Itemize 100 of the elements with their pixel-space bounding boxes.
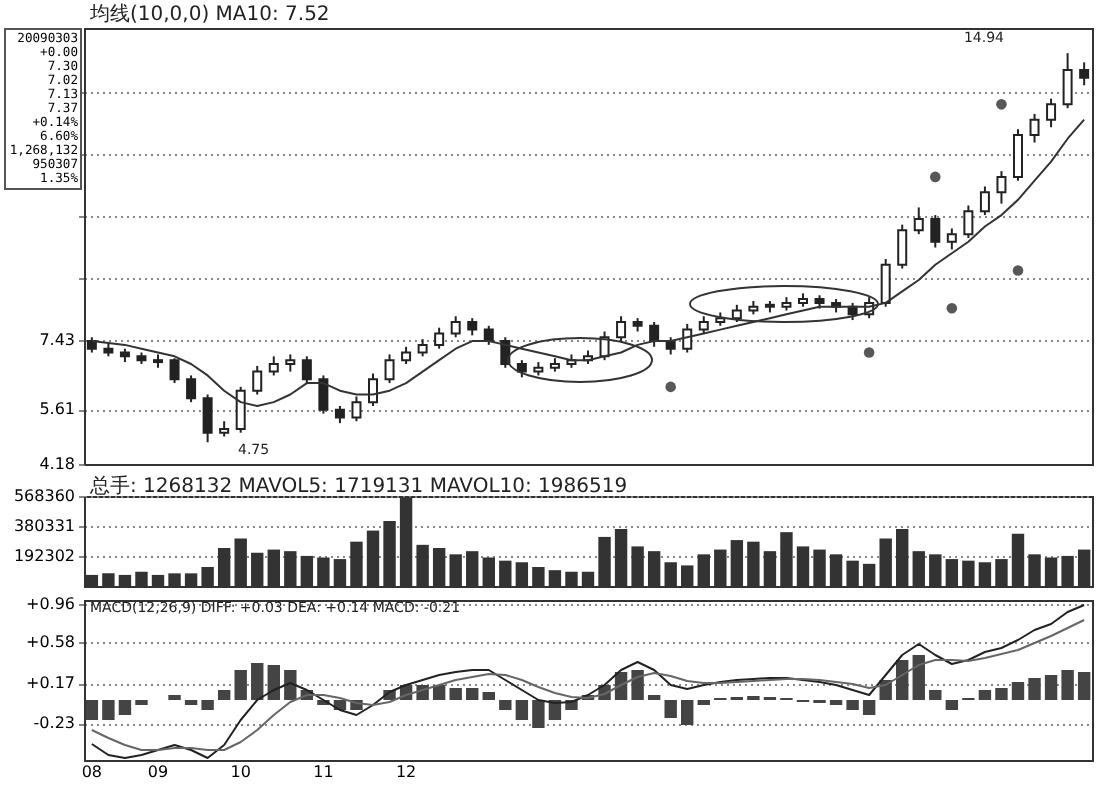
point: [930, 171, 941, 183]
bar: [499, 700, 512, 710]
candlestick: [930, 214, 941, 249]
bar: [978, 690, 992, 700]
y-tick-label: 568360: [13, 487, 75, 505]
bar: [978, 562, 992, 586]
bar: [416, 544, 429, 586]
bar: [466, 688, 479, 700]
bar: [912, 551, 925, 586]
bar: [366, 530, 380, 586]
bar: [896, 528, 909, 586]
candlestick: [235, 385, 246, 434]
y-tick-label: 4.18: [39, 455, 75, 473]
bar: [449, 688, 462, 700]
bar: [846, 700, 859, 710]
bar: [548, 570, 562, 586]
bar: [85, 700, 99, 720]
candlestick: [318, 374, 329, 415]
bar: [217, 690, 231, 700]
candlestick: [301, 355, 312, 385]
candlestick: [979, 185, 990, 217]
x-tick-label: 10: [230, 763, 251, 781]
bar: [267, 549, 280, 586]
bar: [284, 551, 297, 586]
bar: [862, 700, 876, 715]
candlestick: [186, 374, 197, 404]
bar: [945, 700, 959, 710]
point: [996, 99, 1007, 110]
bar: [581, 571, 595, 586]
bar: [234, 670, 247, 700]
bar: [912, 655, 925, 700]
bar: [1028, 678, 1041, 700]
bar: [168, 573, 181, 586]
y-tick-label: 192302: [13, 546, 75, 565]
bar: [432, 548, 446, 586]
y-tick-label: -0.23: [33, 714, 75, 732]
bar: [267, 665, 280, 700]
bar: [681, 700, 694, 725]
point: [863, 347, 875, 358]
candlestick: [368, 372, 378, 407]
candlestick: [268, 355, 279, 377]
bar: [846, 560, 859, 586]
candlestick: [963, 204, 974, 239]
y-tick-label: 5.61: [39, 400, 75, 419]
bar: [796, 546, 810, 586]
bar: [829, 554, 843, 586]
bar: [251, 552, 264, 586]
candlestick: [1079, 61, 1090, 87]
bar: [1044, 557, 1058, 586]
x-tick-label: 09: [147, 763, 169, 781]
bar: [482, 557, 495, 586]
text: 均线(10,0,0) MA10: 7.52: [90, 1, 330, 28]
bar: [102, 573, 115, 586]
bar: [714, 549, 727, 586]
candlestick: [252, 364, 263, 396]
candlestick: [1012, 128, 1023, 182]
bar: [449, 554, 462, 586]
bar: [945, 559, 959, 586]
bar: [763, 551, 777, 586]
line-series: [90, 118, 1086, 407]
candlestick: [450, 315, 461, 339]
bar: [631, 546, 644, 586]
candlestick: [202, 393, 213, 444]
bar: [118, 700, 132, 715]
bar: [647, 551, 661, 586]
point: [1012, 265, 1024, 276]
bar: [862, 563, 876, 586]
bar: [201, 567, 214, 586]
point: [665, 381, 676, 393]
bar: [896, 660, 909, 700]
candlestick: [1062, 52, 1073, 110]
candlestick: [913, 206, 924, 236]
bar: [664, 562, 677, 586]
candlestick: [169, 357, 180, 385]
bar: [102, 700, 115, 720]
bar: [201, 700, 214, 710]
bar: [929, 690, 942, 700]
x-tick-label: 11: [313, 763, 334, 781]
y-tick-label: 7.43: [39, 330, 75, 349]
annotation: 总手: 1268132 MAVOL5: 1719131 MAVOL10: 1986519: [90, 473, 628, 500]
bar: [995, 559, 1008, 586]
candlestick: [1029, 112, 1040, 144]
y-tick-label: +0.58: [25, 633, 75, 651]
bar: [730, 540, 744, 586]
bar: [681, 565, 694, 586]
candlestick: [434, 326, 445, 350]
bar: [995, 688, 1008, 700]
bar: [1061, 670, 1074, 700]
bar: [532, 567, 545, 586]
bar: [532, 700, 545, 728]
bar: [217, 548, 231, 586]
candlestick: [996, 170, 1007, 205]
bar: [664, 700, 677, 718]
bar: [515, 700, 529, 720]
bar: [317, 557, 330, 586]
bar: [151, 574, 165, 586]
point: [946, 302, 958, 314]
candlestick: [682, 322, 693, 354]
candlestick: [616, 315, 627, 343]
bar: [432, 685, 446, 700]
